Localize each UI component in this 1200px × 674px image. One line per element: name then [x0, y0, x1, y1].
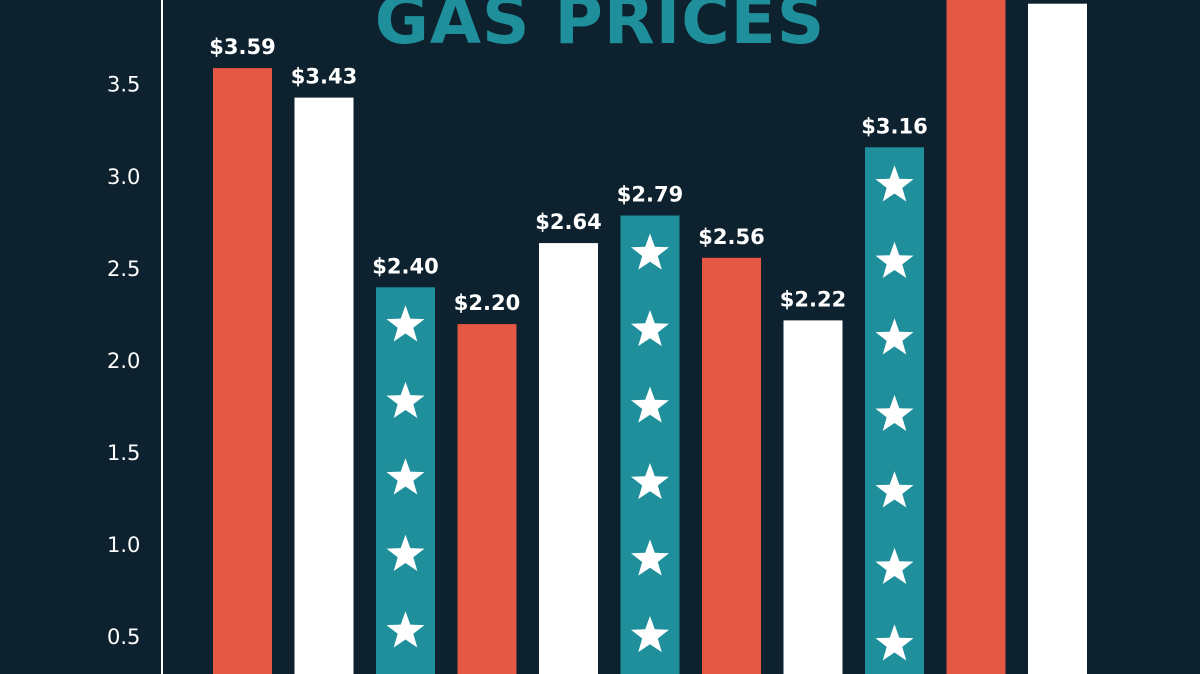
- bar-value-label: $2.22: [780, 287, 846, 311]
- bar-value-label: $3.59: [209, 35, 275, 59]
- star-icon: [386, 458, 425, 495]
- star-icon: [875, 318, 914, 355]
- bar-value-label: $2.20: [454, 291, 520, 315]
- y-tick-label: 2.5: [107, 257, 140, 281]
- bar-white: [783, 320, 843, 674]
- star-icon: [875, 165, 914, 202]
- star-icon: [875, 394, 914, 431]
- star-icon: [875, 241, 914, 278]
- star-icon: [631, 539, 669, 576]
- bar-white: [539, 243, 598, 674]
- bar-stars: [620, 215, 680, 674]
- star-icon: [875, 624, 914, 661]
- star-icon: [631, 310, 669, 347]
- star-icon: [631, 386, 669, 423]
- y-tick-label: 3.5: [107, 73, 140, 97]
- value-labels: $3.59 $3.43 $2.40 $2.20 $2.64 $2.79 $2.56 $2.22…: [209, 35, 927, 315]
- bar-white: [294, 97, 354, 674]
- star-icon: [875, 547, 914, 584]
- y-tick-label: 3.0: [107, 165, 140, 189]
- bar-value-label: $2.40: [372, 254, 438, 278]
- y-axis-ticks: 0.5 1.0 1.5 2.0 2.5 3.0 3.5: [107, 73, 140, 649]
- bar-value-label: $2.56: [698, 225, 764, 249]
- y-tick-label: 0.5: [107, 625, 140, 649]
- bar-value-label: $3.16: [861, 114, 927, 138]
- star-icon: [631, 616, 669, 653]
- chart-title: GAS PRICES: [374, 0, 826, 59]
- star-icon: [386, 611, 425, 648]
- star-icon: [386, 305, 425, 342]
- bar-red: [213, 68, 272, 674]
- bar-red: [457, 324, 517, 674]
- bar-red: [946, 0, 1006, 674]
- star-icon: [631, 463, 669, 500]
- bar-white: [1028, 3, 1087, 674]
- star-icon: [386, 534, 425, 571]
- star-icon: [875, 471, 914, 508]
- bar-value-label: $2.64: [535, 210, 601, 234]
- star-icon: [386, 381, 425, 418]
- y-tick-label: 1.5: [107, 441, 140, 465]
- bar-value-label: $3.43: [291, 65, 357, 89]
- star-icon: [631, 233, 669, 270]
- y-tick-label: 1.0: [107, 533, 140, 557]
- bar-red: [702, 257, 761, 674]
- bar-value-label: $2.79: [617, 183, 683, 207]
- bars: [213, 0, 1087, 674]
- y-tick-label: 2.0: [107, 349, 140, 373]
